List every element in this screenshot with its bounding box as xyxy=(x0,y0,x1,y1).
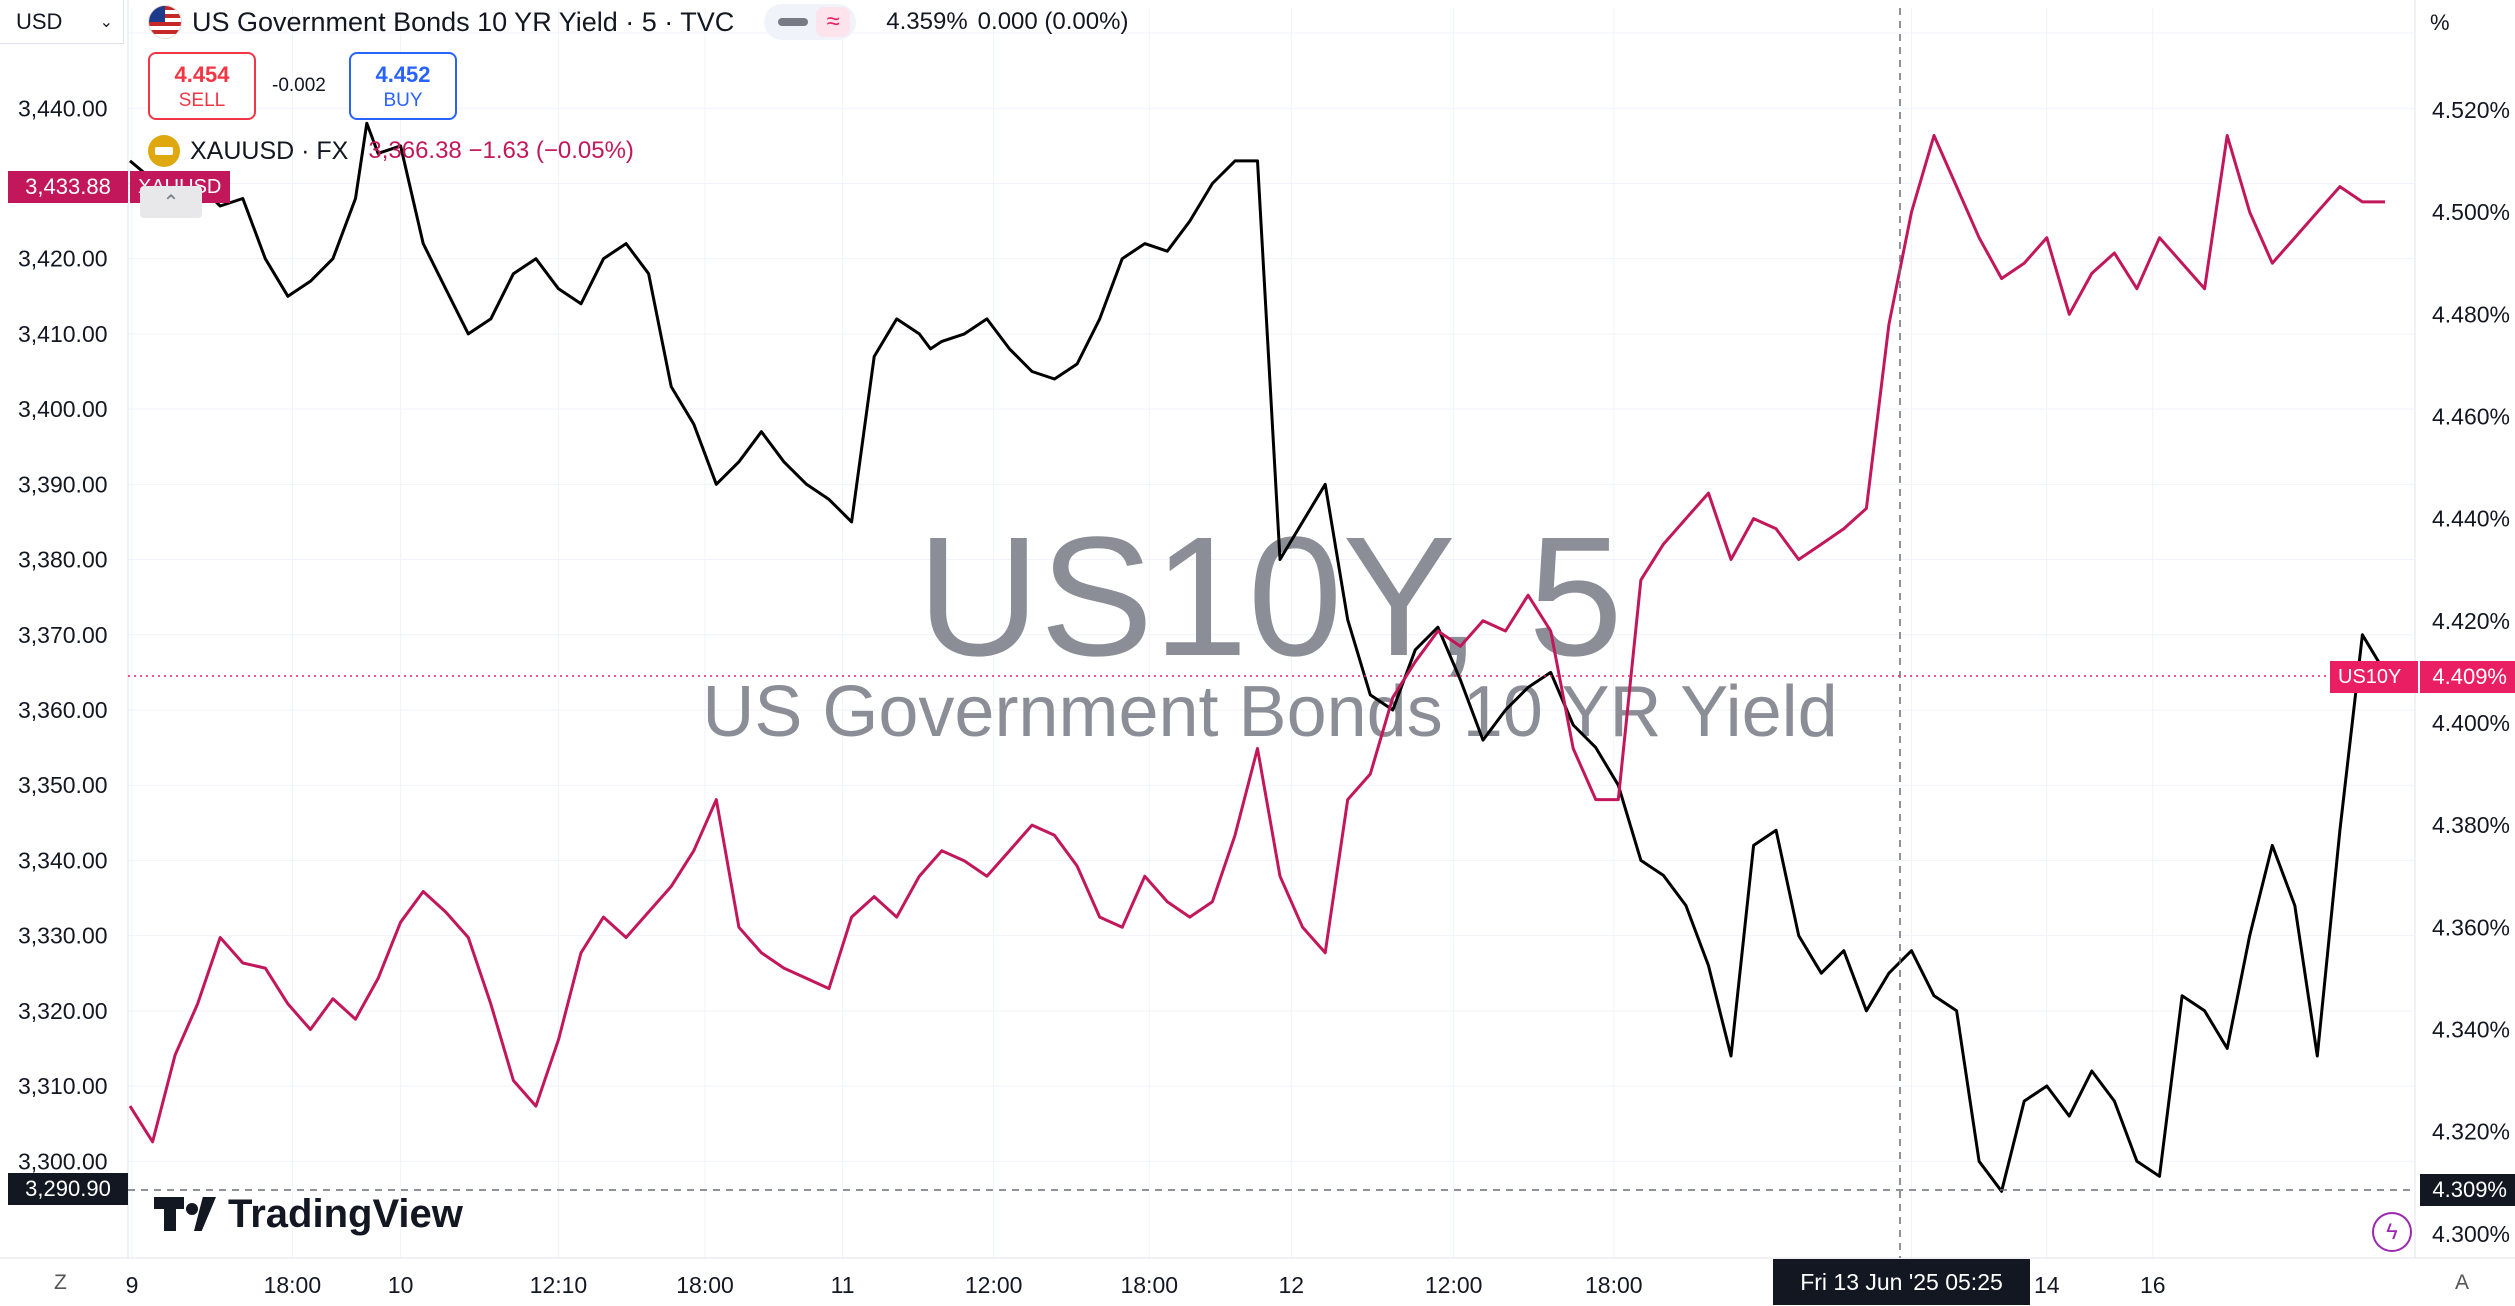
buy-button[interactable]: 4.452 BUY xyxy=(349,52,457,120)
left-tick-label: 3,400.00 xyxy=(18,396,108,422)
gold-value: 3,366.38 −1.63 (−0.05%) xyxy=(368,137,634,164)
lightning-icon[interactable]: ϟ xyxy=(2372,1212,2412,1252)
time-tick-label: 14 xyxy=(2034,1272,2060,1298)
sell-button[interactable]: 4.454 SELL xyxy=(148,52,256,120)
logo-text: TradingView xyxy=(228,1191,463,1236)
crosshair-date-tag: Fri 13 Jun '25 05:25 xyxy=(1773,1259,2030,1305)
currency-label: USD xyxy=(16,8,63,34)
time-tick-label: 9 xyxy=(126,1272,139,1298)
time-tick-label: 11 xyxy=(831,1272,855,1298)
time-tick-label: 18:00 xyxy=(676,1272,734,1298)
time-axis-ticks: 9 18:00 10 12:10 18:00 11 12:00 18:00 12 12:00 18:… xyxy=(126,1272,2166,1298)
right-tick-label: 4.360% xyxy=(2432,914,2510,940)
right-tick-label: 4.320% xyxy=(2432,1119,2510,1145)
sell-label: SELL xyxy=(178,90,226,111)
line-style-icon xyxy=(778,18,809,26)
right-tick-label: 4.500% xyxy=(2432,199,2510,225)
crosshair-right-tag: 4.309% xyxy=(2420,1174,2515,1206)
main-legend[interactable]: US Government Bonds 10 YR Yield · 5 · TV… xyxy=(148,2,1128,42)
right-tick-label: 4.440% xyxy=(2432,506,2510,532)
auto-scale-button[interactable]: A xyxy=(2455,1271,2470,1294)
us-flag-icon xyxy=(148,5,182,39)
left-tick-label: 3,380.00 xyxy=(18,547,108,573)
us10y-price-tag: 4.409% xyxy=(2420,661,2515,693)
collapse-arrow-icon[interactable]: ⌃ xyxy=(140,186,202,218)
right-tick-label: 4.380% xyxy=(2432,812,2510,838)
buy-label: BUY xyxy=(383,90,423,111)
time-tick-label: 12:10 xyxy=(530,1272,588,1298)
compare-toggle[interactable]: ≈ xyxy=(764,4,857,40)
time-tick-label: 18:00 xyxy=(1585,1272,1643,1298)
compare-wave-icon: ≈ xyxy=(816,7,851,37)
gold-price-tag: 3,433.88 xyxy=(8,171,128,203)
chevron-down-icon: ⌄ xyxy=(99,14,113,31)
right-axis-ticks: 4.520% 4.500% 4.480% 4.460% 4.440% 4.420% 4.40… xyxy=(2432,97,2510,1247)
spread-value: -0.002 xyxy=(272,75,326,96)
left-tick-label: 3,310.00 xyxy=(18,1073,108,1099)
left-tick-label: 3,320.00 xyxy=(18,998,108,1024)
left-tick-label: 3,410.00 xyxy=(18,321,108,347)
left-tick-label: 3,300.00 xyxy=(18,1148,108,1174)
left-tick-label: 3,350.00 xyxy=(18,772,108,798)
right-tick-label: 4.420% xyxy=(2432,608,2510,634)
left-tick-label: 3,360.00 xyxy=(18,697,108,723)
time-tick-label: 16 xyxy=(2140,1272,2166,1298)
time-tick-label: 12:00 xyxy=(965,1272,1023,1298)
left-tick-label: 3,420.00 xyxy=(18,246,108,272)
right-tick-label: 4.480% xyxy=(2432,301,2510,327)
percent-unit: % xyxy=(2430,10,2450,35)
gold-legend[interactable]: XAUUSD · FX 3,366.38 −1.63 (−0.05%) xyxy=(148,134,634,168)
us10y-name-tag: US10Y xyxy=(2330,661,2418,693)
buy-price: 4.452 xyxy=(375,62,431,87)
series-line-xauusd xyxy=(129,121,2387,1193)
series-layer xyxy=(128,121,2387,1193)
right-tick-label: 4.460% xyxy=(2432,403,2510,429)
right-tick-label: 4.400% xyxy=(2432,710,2510,736)
time-tick-label: 12:00 xyxy=(1425,1272,1483,1298)
left-tick-label: 3,440.00 xyxy=(18,95,108,121)
gold-symbol: XAUUSD · FX xyxy=(190,136,349,165)
time-tick-label: 18:00 xyxy=(1120,1272,1178,1298)
watermark-name: US Government Bonds 10 YR Yield xyxy=(702,672,1837,752)
time-tick-label: 12 xyxy=(1279,1272,1305,1298)
watermark: US10Y, 5 US Government Bonds 10 YR Yield xyxy=(702,502,1837,752)
sell-price: 4.454 xyxy=(174,62,230,87)
time-tick-label: 18:00 xyxy=(264,1272,322,1298)
series-line-us10y xyxy=(128,134,2385,1144)
left-tick-label: 3,370.00 xyxy=(18,622,108,648)
right-tick-label: 4.300% xyxy=(2432,1221,2510,1247)
last-value: 4.359% xyxy=(886,8,968,35)
currency-selector[interactable]: USD ⌄ xyxy=(0,0,124,44)
crosshair-left-tag: 3,290.90 xyxy=(8,1173,128,1205)
change-value: 0.000 (0.00%) xyxy=(977,8,1129,35)
right-tick-label: 4.340% xyxy=(2432,1016,2510,1042)
zoom-toggle-button[interactable]: Z xyxy=(54,1271,67,1294)
grid-lines xyxy=(128,8,2415,1258)
right-tick-label: 4.520% xyxy=(2432,97,2510,123)
left-tick-label: 3,390.00 xyxy=(18,471,108,497)
watermark-symbol: US10Y, 5 xyxy=(917,502,1623,692)
symbol-title: US Government Bonds 10 YR Yield · 5 · TV… xyxy=(192,6,735,37)
gold-bar-icon xyxy=(148,135,180,167)
time-tick-label: 10 xyxy=(388,1272,414,1298)
left-tick-label: 3,340.00 xyxy=(18,847,108,873)
tradingview-logo-icon xyxy=(154,1197,216,1231)
left-tick-label: 3,330.00 xyxy=(18,923,108,949)
tradingview-logo[interactable]: TradingView xyxy=(154,1190,463,1238)
